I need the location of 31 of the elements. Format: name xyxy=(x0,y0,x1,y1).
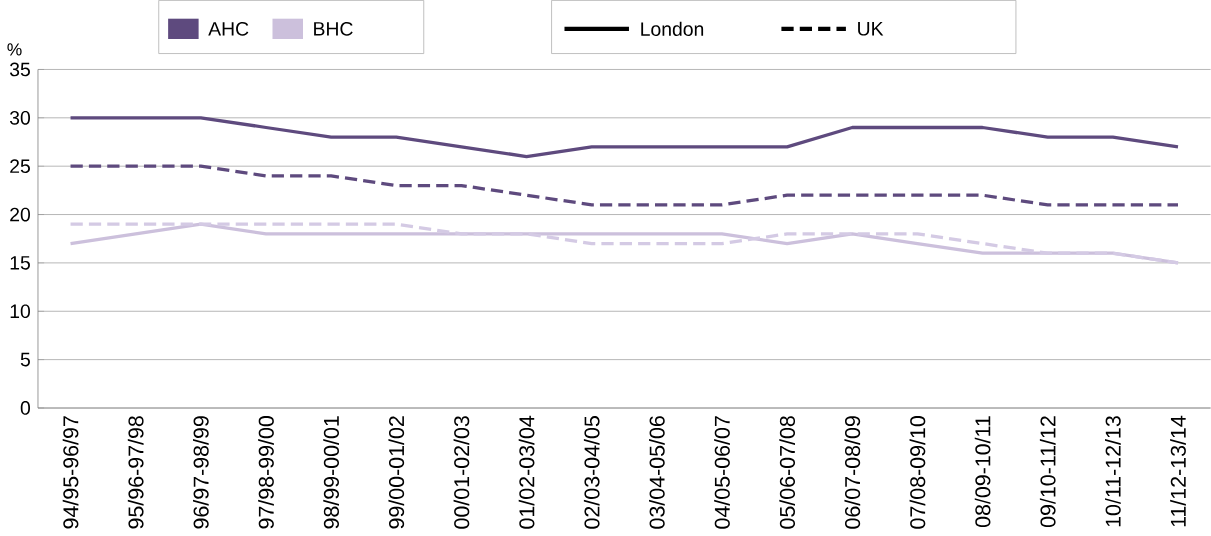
x-tick-label: 04/05-06/07 xyxy=(714,416,730,529)
x-tick-label: 09/10-11/12 xyxy=(1039,416,1056,527)
x-tick-label: 10/11-12/13 xyxy=(1105,416,1121,527)
y-tick-label: 15 xyxy=(10,256,30,270)
x-tick-label: 94/95-96/97 xyxy=(62,416,79,529)
x-tick-label: 96/97-98/99 xyxy=(192,416,209,529)
x-tick-label: 98/99-00/01 xyxy=(323,416,339,529)
text: London xyxy=(641,21,704,36)
x-tick-label: 01/02-03/04 xyxy=(518,415,535,529)
y-axis-title: % xyxy=(7,43,22,56)
y-tick-label: 10 xyxy=(10,304,30,318)
x-tick-label: 03/04-05/06 xyxy=(648,416,665,529)
y-tick-label: 30 xyxy=(9,110,30,125)
text: BHC xyxy=(314,21,353,36)
y-tick-label: 0 xyxy=(20,400,30,415)
y-tick-label: 5 xyxy=(20,352,30,367)
x-tick-label: 07/08-09/10 xyxy=(909,415,926,529)
x-tick-label: 05/06-07/08 xyxy=(779,416,796,529)
x-tick-label: 11/12-13/14 xyxy=(1170,415,1186,527)
x-tick-label: 99/00-01/02 xyxy=(388,416,405,529)
x-tick-label: 00/01-02/03 xyxy=(453,416,470,529)
x-tick-label: 97/98-99/00 xyxy=(258,415,274,529)
x-tick-label: 02/03-04/05 xyxy=(583,415,600,529)
text: UK xyxy=(858,21,884,36)
x-tick-label: 06/07-08/09 xyxy=(844,416,861,529)
y-tick-label: 20 xyxy=(10,207,30,222)
y-tick-label: 25 xyxy=(10,159,30,173)
y-tick-label: 35 xyxy=(9,62,30,77)
x-tick-label: 08/09-10/11 xyxy=(974,416,991,527)
x-tick-label: 95/96-97/98 xyxy=(127,416,144,529)
text: AHC xyxy=(208,21,249,36)
